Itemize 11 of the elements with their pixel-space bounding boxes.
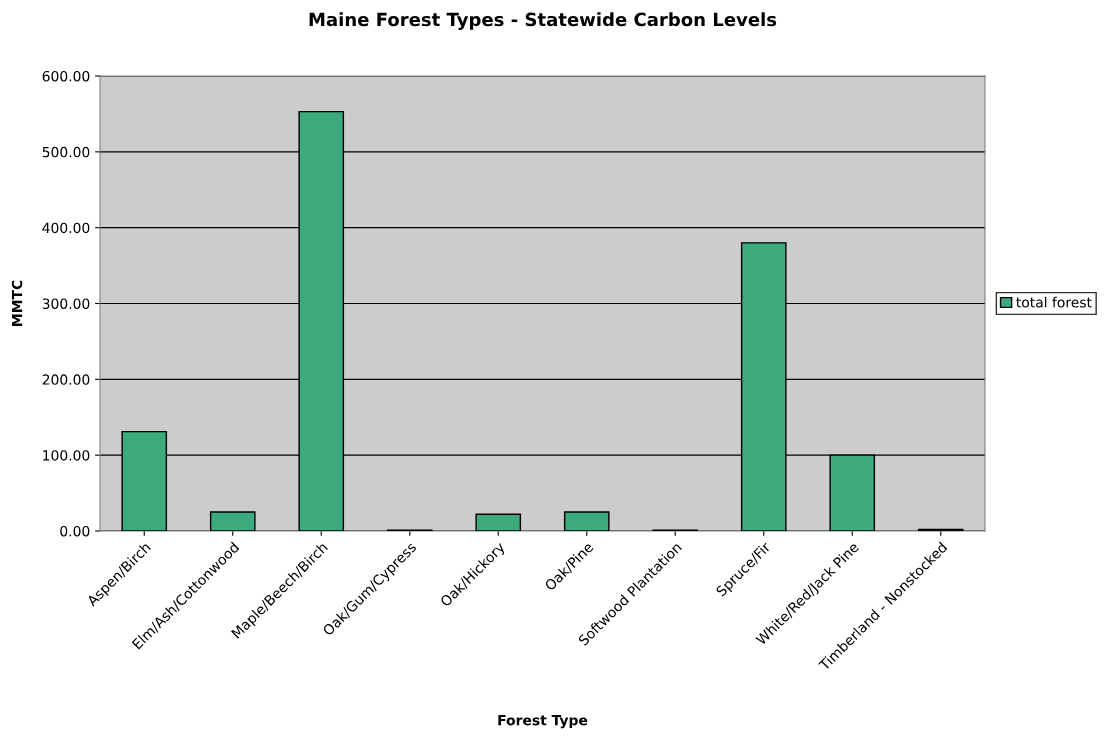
y-tick-label: 200.00 (42, 374, 90, 385)
y-tick-label: 0.00 (60, 525, 90, 537)
y-tick-label: 400.00 (42, 222, 90, 234)
y-tick-label: 500.00 (42, 146, 90, 158)
y-axis-title: MMTC (11, 280, 23, 326)
y-tick-label: 600.00 (42, 70, 90, 82)
y-tick-label: 100.00 (43, 450, 90, 461)
x-axis-title: Forest Type (498, 715, 588, 729)
y-tick-label: 300.00 (42, 298, 90, 309)
chart-title: Maine Forest Types - Statewide Carbon Levels (309, 12, 777, 30)
legend-label: total forest (1016, 296, 1092, 308)
